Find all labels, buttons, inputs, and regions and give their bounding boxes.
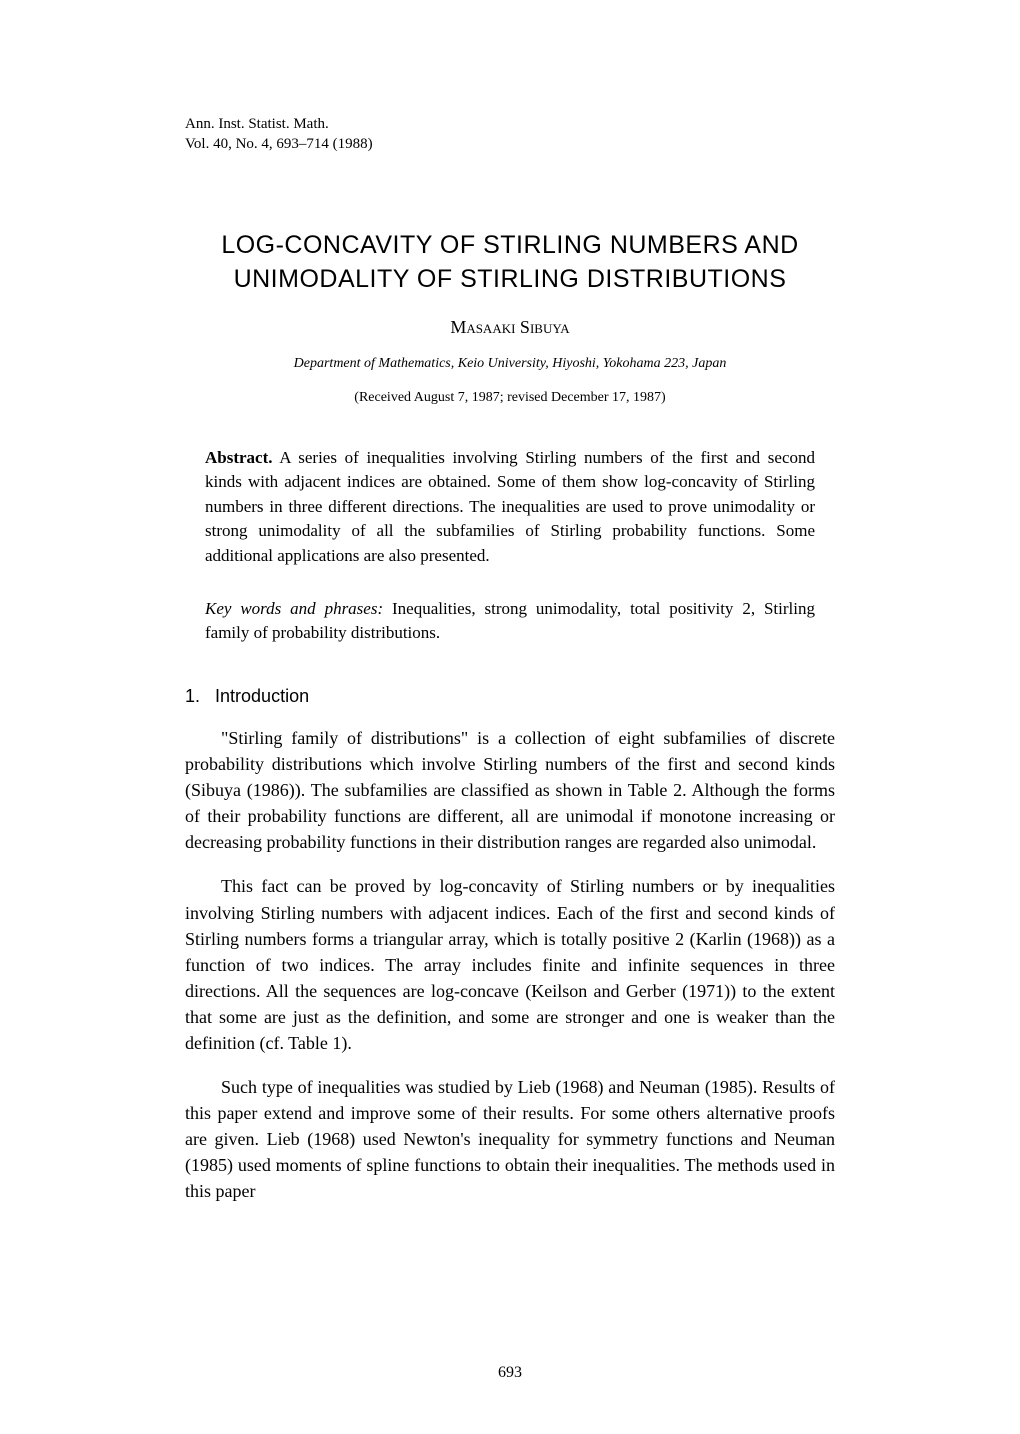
paper-page: Ann. Inst. Statist. Math. Vol. 40, No. 4… [0,0,1020,1265]
paper-title: LOG-CONCAVITY OF STIRLING NUMBERS AND UN… [185,229,835,297]
journal-volume: Vol. 40, No. 4, 693–714 (1988) [185,135,835,155]
keywords-block: Key words and phrases: Inequalities, str… [205,597,815,646]
body-paragraph: Such type of inequalities was studied by… [185,1074,835,1204]
paper-author: Masaaki Sibuya [185,317,835,338]
abstract-text: A series of inequalities involving Stirl… [205,448,815,566]
body-paragraph: "Stirling family of distributions" is a … [185,725,835,855]
section-number: 1. [185,686,200,706]
page-number: 693 [0,1364,1020,1382]
paper-dates: (Received August 7, 1987; revised Decemb… [185,390,835,406]
paper-affiliation: Department of Mathematics, Keio Universi… [185,356,835,372]
keywords-label: Key words and phrases: [205,599,383,618]
journal-header: Ann. Inst. Statist. Math. Vol. 40, No. 4… [185,115,835,154]
journal-name: Ann. Inst. Statist. Math. [185,115,835,135]
section-heading: 1. Introduction [185,686,835,707]
body-paragraph: This fact can be proved by log-concavity… [185,873,835,1056]
section-title: Introduction [215,686,309,706]
abstract-block: Abstract. A series of inequalities invol… [205,446,815,569]
abstract-label: Abstract. [205,448,273,467]
